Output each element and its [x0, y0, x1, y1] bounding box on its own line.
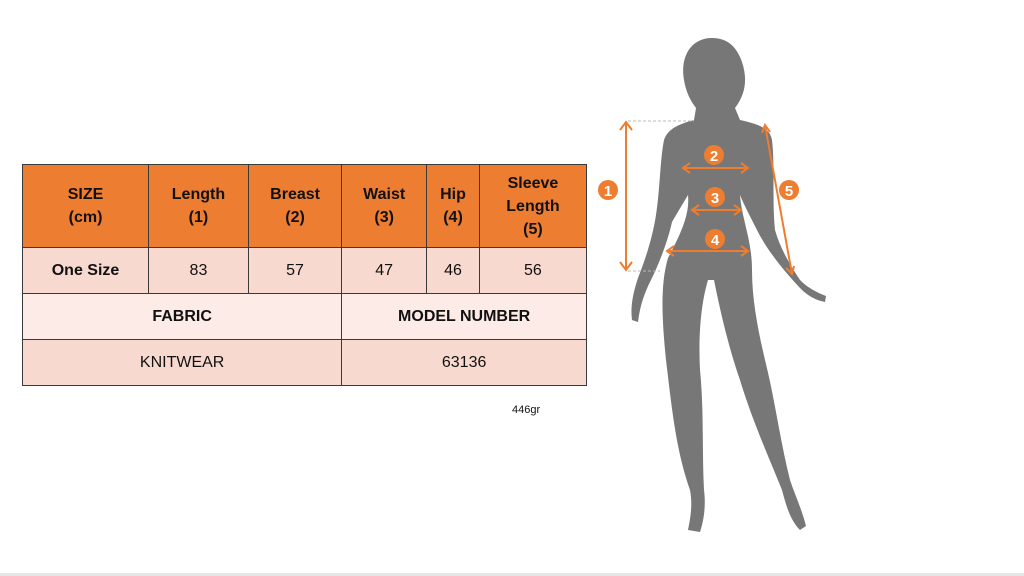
guide-lines — [628, 120, 694, 272]
marker-5: 5 — [779, 180, 799, 200]
svg-text:4: 4 — [711, 232, 720, 249]
svg-text:1: 1 — [604, 183, 612, 200]
marker-4: 4 — [705, 229, 725, 249]
header-waist: Waist (3) — [341, 164, 428, 248]
header-breast: Breast (2) — [247, 164, 343, 248]
svg-text:3: 3 — [711, 190, 719, 207]
info-value-row: KNITWEAR 63136 — [21, 339, 587, 386]
weight-label: 446gr — [512, 404, 541, 416]
header-label: Waist (3) — [363, 186, 406, 226]
fabric-value: KNITWEAR — [21, 339, 343, 386]
model-number-value: 63136 — [341, 339, 587, 386]
svg-text:5: 5 — [785, 183, 793, 200]
header-label: Length (1) — [171, 186, 226, 226]
header-label: Hip (4) — [440, 186, 466, 226]
waist-value: 47 — [341, 247, 428, 294]
header-hip: Hip (4) — [426, 164, 480, 248]
sleeve-length-value: 56 — [478, 247, 588, 294]
header-sleeve-length: Sleeve Length (5) — [478, 164, 588, 248]
silhouette-body — [631, 38, 826, 532]
header-size: SIZE (cm) — [21, 164, 150, 248]
header-label: Sleeve Length (5) — [506, 174, 560, 238]
marker-1: 1 — [598, 180, 618, 200]
measurement-arrows — [619, 120, 795, 276]
size-row: One Size 83 57 47 46 56 — [21, 247, 588, 294]
marker-3: 3 — [705, 187, 725, 207]
header-row: SIZE (cm) Length (1) Breast (2) Waist (3… — [21, 164, 588, 248]
header-label: Breast (2) — [270, 186, 320, 226]
svg-text:2: 2 — [710, 148, 718, 165]
hip-value: 46 — [426, 247, 480, 294]
header-length: Length (1) — [148, 164, 249, 248]
marker-2: 2 — [704, 145, 724, 165]
size-chart-table: SIZE (cm) Length (1) Breast (2) Waist (3… — [21, 164, 588, 386]
header-label: SIZE (cm) — [67, 186, 104, 226]
length-value: 83 — [148, 247, 249, 294]
bottom-divider — [0, 573, 1024, 576]
size-cell: One Size — [21, 247, 150, 294]
